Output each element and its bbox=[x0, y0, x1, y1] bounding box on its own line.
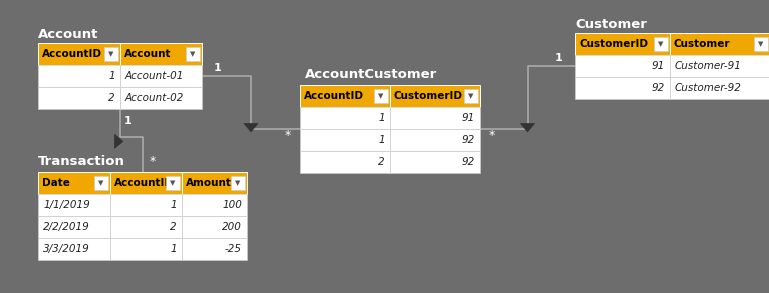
Text: ▼: ▼ bbox=[378, 93, 384, 99]
Text: ▼: ▼ bbox=[170, 180, 175, 186]
Text: 2/2/2019: 2/2/2019 bbox=[43, 222, 90, 232]
Bar bbox=[38, 43, 120, 65]
Text: Customer: Customer bbox=[575, 18, 647, 31]
Text: Account-01: Account-01 bbox=[125, 71, 185, 81]
Text: CustomerID: CustomerID bbox=[394, 91, 463, 101]
Text: 92: 92 bbox=[652, 83, 665, 93]
Text: 2: 2 bbox=[378, 157, 385, 167]
Text: ▼: ▼ bbox=[190, 51, 195, 57]
Bar bbox=[120, 87, 202, 109]
Bar bbox=[110, 194, 182, 216]
Bar bbox=[104, 47, 118, 61]
Bar bbox=[374, 89, 388, 103]
Bar bbox=[300, 85, 390, 107]
Text: AccountID: AccountID bbox=[114, 178, 174, 188]
Text: Account: Account bbox=[124, 49, 171, 59]
Polygon shape bbox=[115, 134, 123, 148]
Text: ▼: ▼ bbox=[108, 51, 114, 57]
Text: ▼: ▼ bbox=[98, 180, 104, 186]
Text: 1: 1 bbox=[378, 113, 385, 123]
Bar bbox=[120, 65, 202, 87]
Text: Account: Account bbox=[38, 28, 98, 41]
Text: Amount: Amount bbox=[186, 178, 232, 188]
Text: 92: 92 bbox=[461, 157, 475, 167]
Text: Customer-91: Customer-91 bbox=[675, 61, 742, 71]
Bar bbox=[464, 89, 478, 103]
Polygon shape bbox=[521, 124, 534, 132]
Bar bbox=[575, 55, 670, 77]
Bar bbox=[654, 37, 668, 51]
Bar bbox=[670, 77, 769, 99]
Text: ▼: ▼ bbox=[658, 41, 664, 47]
Text: 3/3/2019: 3/3/2019 bbox=[43, 244, 90, 254]
Bar bbox=[390, 151, 480, 173]
Bar bbox=[110, 172, 182, 194]
Text: Customer-92: Customer-92 bbox=[675, 83, 742, 93]
Text: Customer: Customer bbox=[674, 39, 731, 49]
Bar bbox=[38, 238, 110, 260]
Text: Date: Date bbox=[42, 178, 70, 188]
Text: ▼: ▼ bbox=[235, 180, 241, 186]
Text: 91: 91 bbox=[652, 61, 665, 71]
Text: 1: 1 bbox=[171, 200, 177, 210]
Bar bbox=[390, 129, 480, 151]
Bar bbox=[110, 216, 182, 238]
Text: 1: 1 bbox=[124, 116, 131, 126]
Bar bbox=[38, 87, 120, 109]
Text: 91: 91 bbox=[461, 113, 475, 123]
Bar bbox=[754, 37, 768, 51]
Text: ▼: ▼ bbox=[758, 41, 764, 47]
Text: 92: 92 bbox=[461, 135, 475, 145]
Text: 1: 1 bbox=[108, 71, 115, 81]
Bar bbox=[300, 107, 390, 129]
Bar bbox=[182, 194, 247, 216]
Polygon shape bbox=[244, 124, 258, 132]
Text: AccountCustomer: AccountCustomer bbox=[305, 68, 438, 81]
Text: Account-02: Account-02 bbox=[125, 93, 185, 103]
Bar bbox=[575, 33, 670, 55]
Text: 1/1/2019: 1/1/2019 bbox=[43, 200, 90, 210]
Bar bbox=[38, 172, 110, 194]
Bar bbox=[110, 238, 182, 260]
Text: 100: 100 bbox=[222, 200, 242, 210]
Bar bbox=[182, 238, 247, 260]
Bar bbox=[38, 216, 110, 238]
Bar bbox=[300, 129, 390, 151]
Text: Transaction: Transaction bbox=[38, 155, 125, 168]
Text: 200: 200 bbox=[222, 222, 242, 232]
Bar bbox=[231, 176, 245, 190]
Text: *: * bbox=[285, 129, 291, 142]
Bar bbox=[186, 47, 200, 61]
Text: 1: 1 bbox=[214, 63, 222, 73]
Bar bbox=[670, 55, 769, 77]
Bar bbox=[182, 172, 247, 194]
Text: *: * bbox=[489, 129, 495, 142]
Text: 1: 1 bbox=[378, 135, 385, 145]
Bar bbox=[120, 43, 202, 65]
Bar bbox=[38, 194, 110, 216]
Bar bbox=[38, 65, 120, 87]
Bar bbox=[575, 77, 670, 99]
Bar bbox=[390, 107, 480, 129]
Text: -25: -25 bbox=[225, 244, 242, 254]
Bar bbox=[182, 216, 247, 238]
Text: 2: 2 bbox=[171, 222, 177, 232]
Text: CustomerID: CustomerID bbox=[579, 39, 648, 49]
Text: 2: 2 bbox=[108, 93, 115, 103]
Text: ▼: ▼ bbox=[468, 93, 474, 99]
Text: 1: 1 bbox=[555, 53, 563, 63]
Text: AccountID: AccountID bbox=[42, 49, 102, 59]
Bar bbox=[670, 33, 769, 55]
Bar bbox=[166, 176, 180, 190]
Bar bbox=[94, 176, 108, 190]
Text: *: * bbox=[149, 156, 155, 168]
Text: 1: 1 bbox=[171, 244, 177, 254]
Bar bbox=[300, 151, 390, 173]
Text: AccountID: AccountID bbox=[304, 91, 364, 101]
Bar bbox=[390, 85, 480, 107]
